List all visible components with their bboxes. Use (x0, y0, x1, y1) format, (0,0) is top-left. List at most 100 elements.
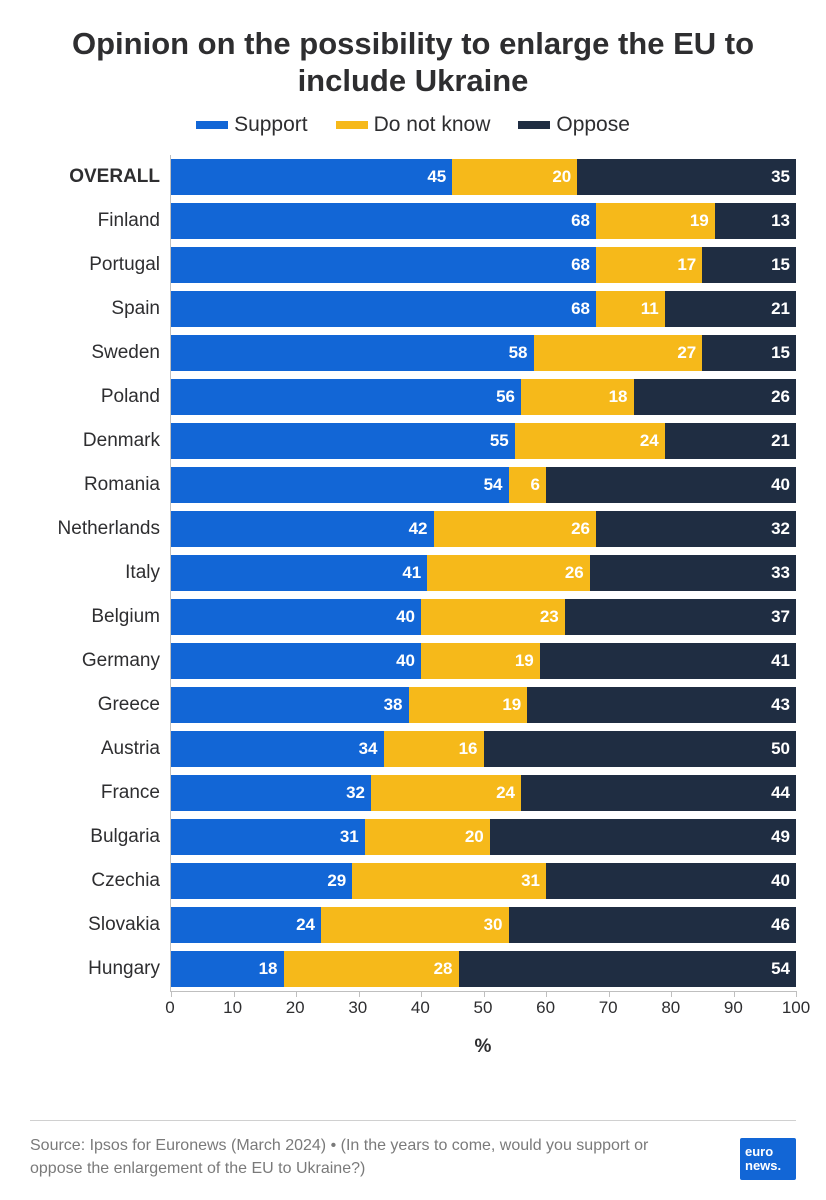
bar-segment: 29 (171, 863, 352, 899)
bar-segment: 40 (546, 863, 796, 899)
y-label: Belgium (30, 595, 160, 639)
x-tick-label: 60 (536, 998, 555, 1018)
y-label: Netherlands (30, 507, 160, 551)
legend-label: Do not know (374, 113, 491, 137)
x-tick-label: 80 (661, 998, 680, 1018)
y-label: OVERALL (30, 155, 160, 199)
bar-segment: 30 (321, 907, 509, 943)
bar-segment: 15 (702, 247, 796, 283)
legend-swatch (196, 121, 228, 129)
bar-segment: 40 (171, 599, 421, 635)
bar-segment: 24 (371, 775, 521, 811)
y-label: Poland (30, 375, 160, 419)
bar-segment: 49 (490, 819, 796, 855)
y-label: Denmark (30, 419, 160, 463)
x-tick-label: 40 (411, 998, 430, 1018)
x-tick-label: 30 (348, 998, 367, 1018)
bar-row: 312049 (171, 815, 796, 859)
bar-segment: 43 (527, 687, 796, 723)
bar-segment: 11 (596, 291, 665, 327)
bar-segment: 13 (715, 203, 796, 239)
bar-segment: 31 (352, 863, 546, 899)
bar-row: 681715 (171, 243, 796, 287)
y-label: France (30, 771, 160, 815)
bar-segment: 37 (565, 599, 796, 635)
bar-segment: 26 (634, 379, 797, 415)
bar-segment: 46 (509, 907, 797, 943)
logo-line1: euro (745, 1145, 773, 1159)
bar-row: 182854 (171, 947, 796, 991)
bar-segment: 20 (452, 159, 577, 195)
bar-segment: 44 (521, 775, 796, 811)
bar-row: 402337 (171, 595, 796, 639)
bar-segment: 27 (534, 335, 703, 371)
bar-segment: 54 (459, 951, 797, 987)
x-tick-label: 10 (223, 998, 242, 1018)
bar-row: 381943 (171, 683, 796, 727)
bar-segment: 16 (384, 731, 484, 767)
x-tick-label: 100 (782, 998, 810, 1018)
legend-label: Support (234, 113, 308, 137)
bar-row: 293140 (171, 859, 796, 903)
bars-container: 4520356819136817156811215827155618265524… (170, 155, 796, 992)
legend: Support Do not know Oppose (30, 113, 796, 137)
y-label: Finland (30, 199, 160, 243)
source-text: Source: Ipsos for Euronews (March 2024) … (30, 1135, 650, 1180)
bar-segment: 58 (171, 335, 534, 371)
bar-row: 243046 (171, 903, 796, 947)
legend-item: Oppose (518, 113, 630, 137)
bar-segment: 68 (171, 203, 596, 239)
y-label: Bulgaria (30, 815, 160, 859)
y-axis-labels: OVERALLFinlandPortugalSpainSwedenPolandD… (30, 155, 170, 992)
bar-segment: 45 (171, 159, 452, 195)
bar-segment: 21 (665, 291, 796, 327)
bar-segment: 19 (596, 203, 715, 239)
bar-segment: 24 (171, 907, 321, 943)
bar-row: 54640 (171, 463, 796, 507)
bar-segment: 34 (171, 731, 384, 767)
bar-segment: 15 (702, 335, 796, 371)
bar-segment: 41 (171, 555, 427, 591)
x-tick-label: 70 (599, 998, 618, 1018)
bar-row: 322444 (171, 771, 796, 815)
bar-row: 341650 (171, 727, 796, 771)
bar-row: 561826 (171, 375, 796, 419)
y-label: Greece (30, 683, 160, 727)
bar-segment: 41 (540, 643, 796, 679)
footer: Source: Ipsos for Euronews (March 2024) … (30, 1120, 796, 1180)
y-label: Czechia (30, 859, 160, 903)
y-label: Romania (30, 463, 160, 507)
bar-segment: 28 (284, 951, 459, 987)
bar-segment: 17 (596, 247, 702, 283)
y-label: Italy (30, 551, 160, 595)
bar-row: 681913 (171, 199, 796, 243)
bar-segment: 32 (596, 511, 796, 547)
bar-segment: 50 (484, 731, 797, 767)
bar-segment: 68 (171, 247, 596, 283)
x-tick-label: 0 (165, 998, 174, 1018)
bar-segment: 26 (427, 555, 590, 591)
bar-segment: 38 (171, 687, 409, 723)
x-axis-label: % (170, 1036, 796, 1058)
legend-swatch (336, 121, 368, 129)
y-label: Sweden (30, 331, 160, 375)
y-label: Spain (30, 287, 160, 331)
x-tick-label: 90 (724, 998, 743, 1018)
y-label: Germany (30, 639, 160, 683)
bar-row: 681121 (171, 287, 796, 331)
bar-segment: 18 (171, 951, 284, 987)
bar-segment: 21 (665, 423, 796, 459)
chart-title: Opinion on the possibility to enlarge th… (30, 25, 796, 99)
bar-segment: 40 (546, 467, 796, 503)
bar-row: 401941 (171, 639, 796, 683)
bar-segment: 42 (171, 511, 434, 547)
chart-area: OVERALLFinlandPortugalSpainSwedenPolandD… (30, 155, 796, 1092)
x-tick-label: 20 (286, 998, 305, 1018)
y-label: Austria (30, 727, 160, 771)
bar-segment: 54 (171, 467, 509, 503)
y-label: Slovakia (30, 903, 160, 947)
bar-segment: 55 (171, 423, 515, 459)
bar-row: 412633 (171, 551, 796, 595)
legend-item: Do not know (336, 113, 491, 137)
bar-segment: 24 (515, 423, 665, 459)
